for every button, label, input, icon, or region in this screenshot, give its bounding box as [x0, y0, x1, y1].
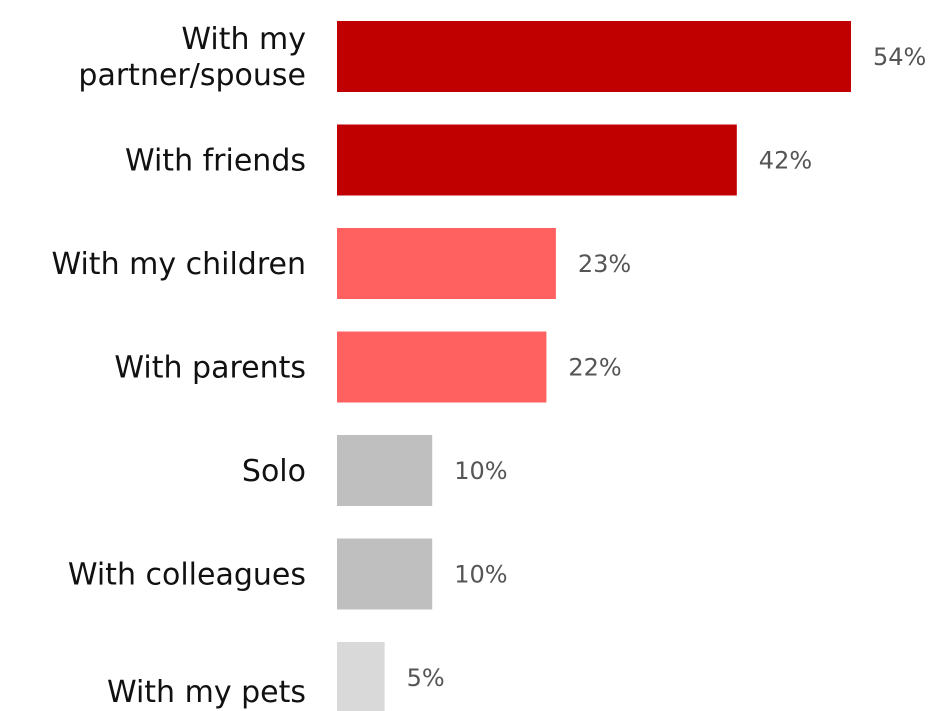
category-label-0: With my partner/spouse: [78, 22, 306, 93]
value-label-2: 23%: [578, 250, 631, 278]
bar-6: [337, 642, 385, 711]
value-label-4: 10%: [454, 457, 507, 485]
value-labels: 54% 42% 23% 22% 10% 10% 5%: [407, 43, 927, 692]
value-label-6: 5%: [407, 664, 445, 692]
bar-4: [337, 435, 433, 506]
bars-layer: [337, 21, 851, 711]
category-label-5: With colleagues: [68, 558, 306, 593]
bar-2: [337, 228, 556, 299]
bar-0: [337, 21, 851, 92]
value-label-1: 42%: [759, 147, 812, 175]
bar-1: [337, 124, 737, 196]
category-label-2: With my children: [51, 247, 306, 282]
category-label-4: Solo: [242, 454, 306, 489]
value-label-3: 22%: [568, 354, 621, 382]
bar-5: [337, 538, 433, 610]
category-label-3: With parents: [114, 351, 306, 386]
category-labels: With my partner/spouse With friends With my…: [51, 22, 306, 710]
value-label-5: 10%: [454, 561, 507, 589]
bar-3: [337, 331, 547, 403]
category-label-6: With my pets: [107, 675, 306, 710]
category-label-1: With friends: [125, 144, 306, 179]
value-label-0: 54%: [873, 43, 926, 71]
